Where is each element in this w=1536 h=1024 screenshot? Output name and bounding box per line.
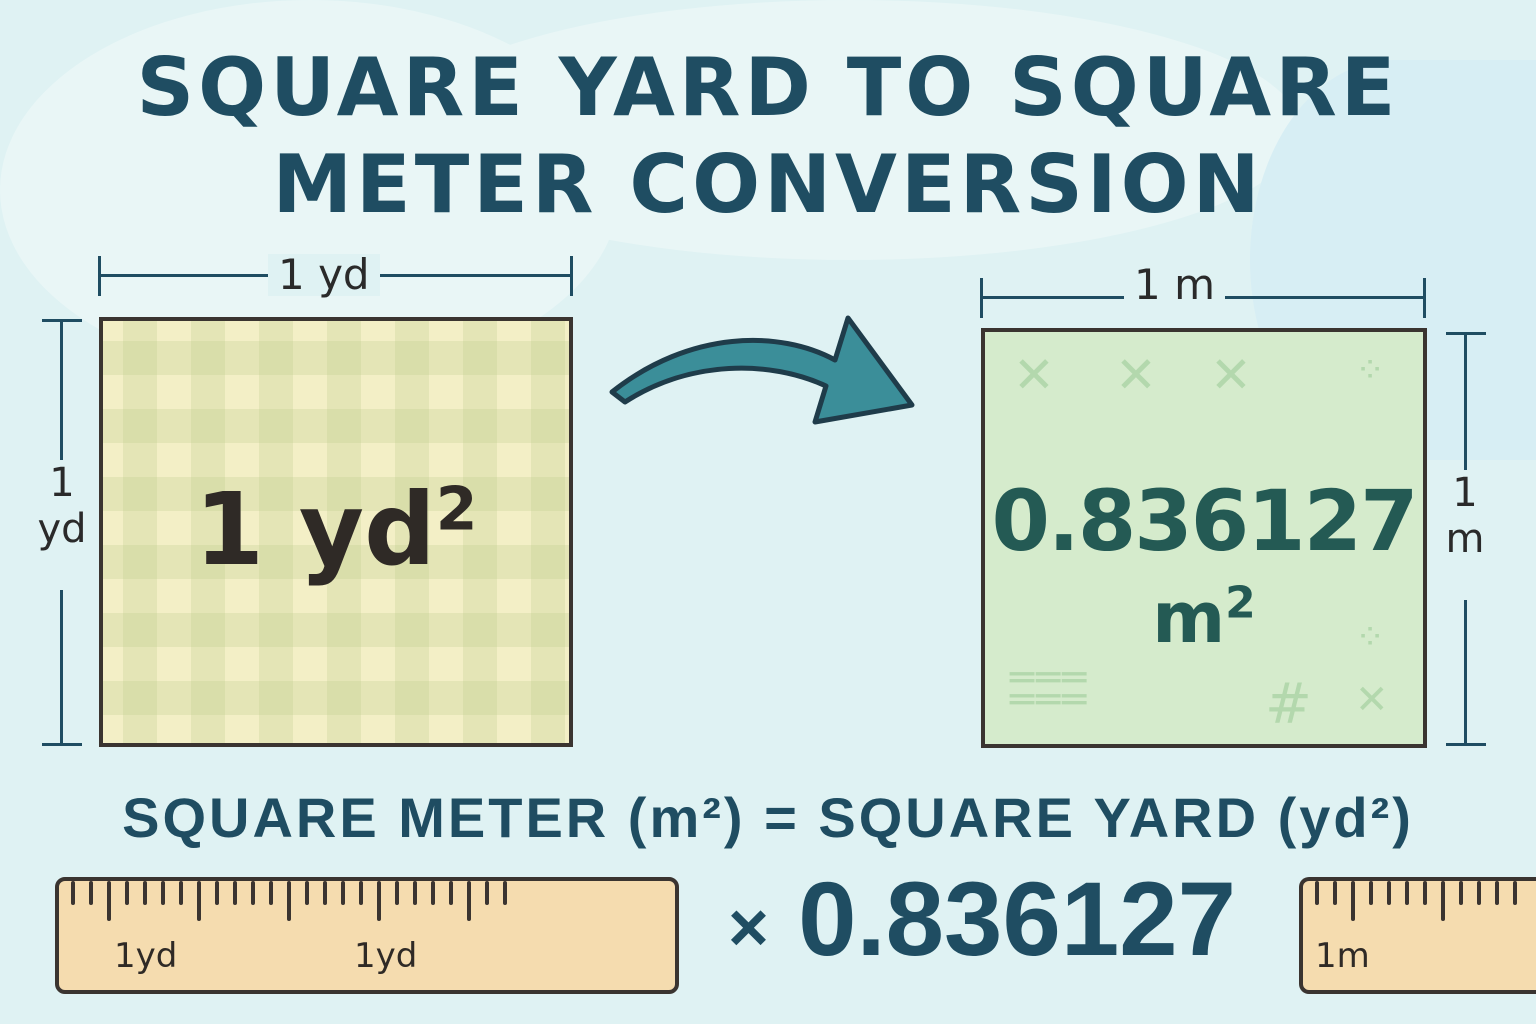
right-height-label: 1 m bbox=[1430, 470, 1500, 600]
dimension-end-cap bbox=[42, 319, 82, 322]
plaid-stripe bbox=[103, 341, 569, 375]
square-meter-box: ✕ ✕ ✕ ⁘ ⁘ ✕ # ═══ ═══ 0.836127 m2 bbox=[981, 328, 1427, 748]
dimension-end-cap bbox=[98, 256, 101, 296]
ruler-tick bbox=[143, 881, 147, 905]
ruler-tick bbox=[161, 881, 165, 905]
ruler-tick bbox=[1333, 881, 1337, 905]
ruler-tick bbox=[485, 881, 489, 905]
ruler-tick bbox=[1513, 881, 1517, 905]
left-height-label: 1 yd bbox=[20, 460, 104, 590]
right-width-label: 1 m bbox=[1124, 264, 1225, 306]
ruler-tick bbox=[305, 881, 309, 905]
plaid-stripe bbox=[103, 681, 569, 715]
plaid-stripe bbox=[531, 321, 565, 743]
left-width-label: 1 yd bbox=[268, 254, 380, 296]
dimension-end-cap bbox=[1423, 278, 1426, 318]
ruler-tick bbox=[197, 881, 201, 921]
plaid-stripe bbox=[191, 321, 225, 743]
dimension-end-cap bbox=[570, 256, 573, 296]
ruler-tick bbox=[341, 881, 345, 905]
ruler-tick bbox=[215, 881, 219, 905]
ruler-tick bbox=[1423, 881, 1427, 905]
plaid-stripe bbox=[123, 321, 157, 743]
ruler-tick bbox=[89, 881, 93, 905]
right-height-number: 1 bbox=[1452, 470, 1478, 516]
ruler-tick bbox=[431, 881, 435, 905]
ruler-tick bbox=[1369, 881, 1373, 905]
ruler-tick bbox=[449, 881, 453, 905]
multiply-symbol: × bbox=[728, 887, 769, 966]
ruler-tick bbox=[1477, 881, 1481, 905]
title-line-1: SQUARE YARD TO SQUARE bbox=[136, 41, 1400, 134]
ruler-label: 1m bbox=[1315, 936, 1370, 976]
ruler-tick bbox=[503, 881, 507, 905]
ruler-tick bbox=[377, 881, 381, 921]
ruler-tick bbox=[1495, 881, 1499, 905]
ruler-tick bbox=[1315, 881, 1319, 905]
decorative-marks: ✕ ✕ ✕ ⁘ ⁘ ✕ # ═══ ═══ bbox=[1010, 346, 1389, 737]
ruler-tick bbox=[179, 881, 183, 905]
ruler-tick bbox=[359, 881, 363, 905]
ruler-tick bbox=[71, 881, 75, 905]
ruler-tick bbox=[287, 881, 291, 921]
plaid-stripe bbox=[103, 409, 569, 443]
ruler-tick bbox=[395, 881, 399, 905]
ruler-tick bbox=[233, 881, 237, 905]
conversion-factor: × 0.836127 bbox=[728, 862, 1236, 978]
background-cloud bbox=[400, 0, 1300, 260]
plaid-stripe bbox=[103, 613, 569, 647]
conversion-formula: SQUARE METER (m²) = SQUARE YARD (yd²) bbox=[122, 786, 1414, 849]
ruler-tick bbox=[269, 881, 273, 905]
ruler-tick bbox=[107, 881, 111, 921]
yard-ruler: 1yd 1yd bbox=[55, 877, 679, 994]
plaid-stripe bbox=[259, 321, 293, 743]
ruler-tick bbox=[1405, 881, 1409, 905]
plaid-pattern bbox=[103, 321, 569, 743]
ruler-tick bbox=[125, 881, 129, 905]
square-yard-box: 1 yd2 bbox=[99, 317, 573, 747]
square-meter-unit: m2 bbox=[1152, 577, 1256, 659]
square-yard-value: 1 yd2 bbox=[194, 471, 478, 588]
ruler-tick bbox=[413, 881, 417, 905]
ruler-tick bbox=[1459, 881, 1463, 905]
ruler-tick bbox=[1351, 881, 1355, 921]
left-height-unit: yd bbox=[37, 506, 87, 552]
plaid-stripe bbox=[103, 477, 569, 511]
dimension-end-cap bbox=[980, 278, 983, 318]
factor-value: 0.836127 bbox=[798, 861, 1237, 978]
meter-ruler: 1m bbox=[1299, 877, 1536, 994]
ruler-tick bbox=[1387, 881, 1391, 905]
plaid-stripe bbox=[395, 321, 429, 743]
ruler-tick bbox=[323, 881, 327, 905]
plaid-stripe bbox=[103, 545, 569, 579]
dimension-end-cap bbox=[1446, 743, 1486, 746]
title-line-2: METER CONVERSION bbox=[272, 138, 1264, 231]
ruler-label: 1yd bbox=[354, 936, 418, 976]
dimension-end-cap bbox=[1446, 332, 1486, 335]
ruler-tick bbox=[251, 881, 255, 905]
dimension-end-cap bbox=[42, 743, 82, 746]
right-height-unit: m bbox=[1445, 516, 1485, 562]
left-height-number: 1 bbox=[49, 460, 75, 506]
ruler-tick bbox=[467, 881, 471, 921]
square-meter-value: 0.836127 bbox=[991, 472, 1418, 570]
ruler-label: 1yd bbox=[114, 936, 178, 976]
plaid-stripe bbox=[327, 321, 361, 743]
ruler-tick bbox=[1441, 881, 1445, 921]
plaid-stripe bbox=[463, 321, 497, 743]
